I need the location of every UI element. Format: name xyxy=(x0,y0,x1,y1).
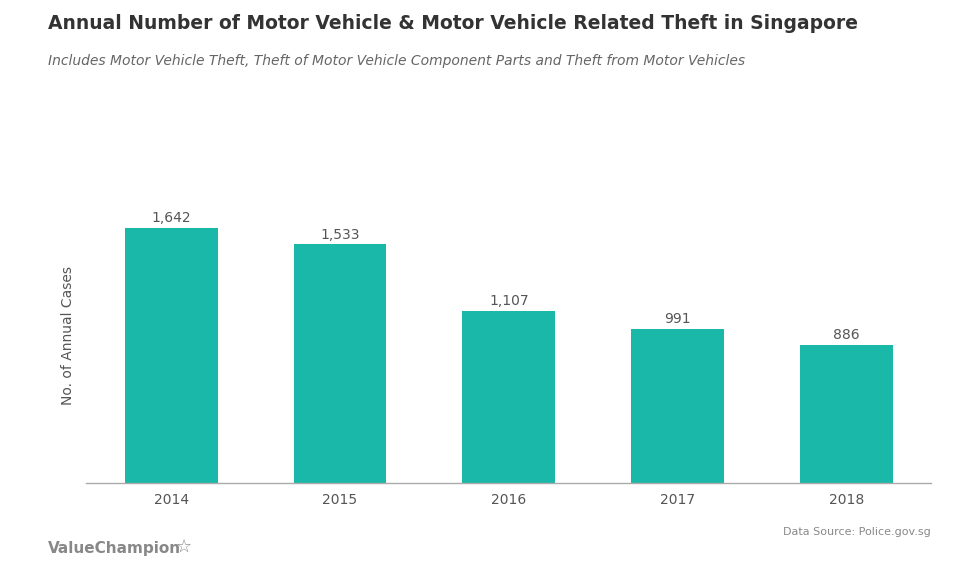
Text: 1,642: 1,642 xyxy=(152,211,191,225)
Bar xyxy=(463,311,555,483)
Bar xyxy=(631,329,724,483)
Text: ValueChampion: ValueChampion xyxy=(48,541,181,556)
Text: ☆: ☆ xyxy=(176,537,192,556)
Bar xyxy=(294,244,387,483)
Y-axis label: No. of Annual Cases: No. of Annual Cases xyxy=(61,266,75,404)
Text: 1,533: 1,533 xyxy=(321,228,360,242)
Bar xyxy=(125,228,218,483)
Text: Data Source: Police.gov.sg: Data Source: Police.gov.sg xyxy=(783,527,931,537)
Bar xyxy=(800,345,893,483)
Text: Annual Number of Motor Vehicle & Motor Vehicle Related Theft in Singapore: Annual Number of Motor Vehicle & Motor V… xyxy=(48,14,858,33)
Text: 886: 886 xyxy=(833,328,860,343)
Text: 1,107: 1,107 xyxy=(489,294,529,308)
Text: Includes Motor Vehicle Theft, Theft of Motor Vehicle Component Parts and Theft f: Includes Motor Vehicle Theft, Theft of M… xyxy=(48,54,745,68)
Text: 991: 991 xyxy=(664,312,691,326)
